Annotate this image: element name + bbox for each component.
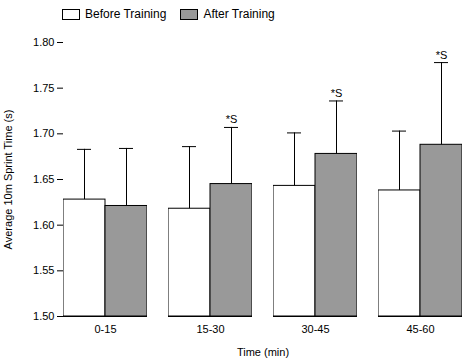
svg-text:0-15: 0-15 (94, 323, 116, 335)
svg-text:1.55: 1.55 (33, 264, 54, 276)
svg-text:45-60: 45-60 (406, 323, 434, 335)
svg-text:30-45: 30-45 (301, 323, 329, 335)
svg-text:1.70: 1.70 (33, 127, 54, 139)
svg-text:Time (min): Time (min) (237, 346, 289, 358)
html-text:After Training: After Training (203, 7, 275, 21)
html-text:Before Training: Before Training (85, 7, 167, 21)
svg-text:*S: *S (226, 113, 238, 125)
svg-text:1.65: 1.65 (33, 173, 54, 185)
svg-text:1.50: 1.50 (33, 310, 54, 322)
svg-text:1.80: 1.80 (33, 36, 54, 48)
svg-text:1.75: 1.75 (33, 82, 54, 94)
svg-text:Average 10m Sprint Time (s): Average 10m Sprint Time (s) (2, 110, 14, 250)
svg-text:*S: *S (331, 87, 343, 99)
svg-text:15-30: 15-30 (196, 323, 224, 335)
svg-text:1.60: 1.60 (33, 219, 54, 231)
svg-text:*S: *S (436, 49, 448, 61)
